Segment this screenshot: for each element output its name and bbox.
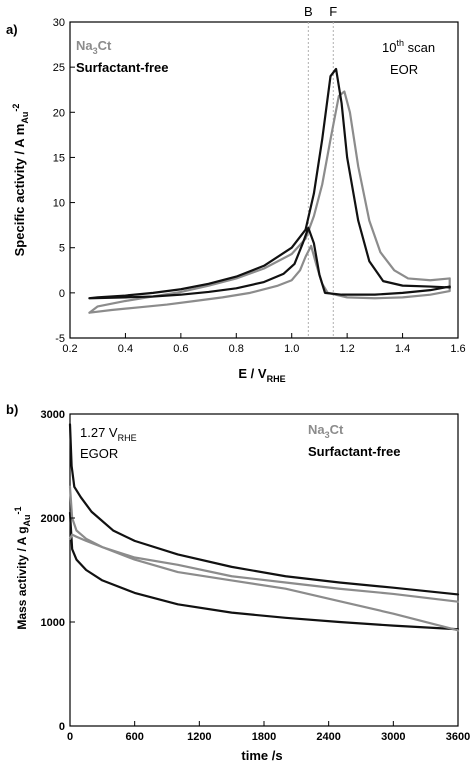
panel-a-legend-na3ct: Na3Ct xyxy=(76,38,112,56)
series-line-na3ct xyxy=(88,90,451,314)
x-tick-label: 1.4 xyxy=(395,343,410,355)
marker-f-label: F xyxy=(329,4,337,19)
panel-b-x-axis-label: time /s xyxy=(241,748,282,763)
panel-a-cv-plot: 0.2 0.4 0.6 0.8 1.0 1.2 1.4 1.6 -5 0 5 10 15 20 25 30 a… xyxy=(6,4,466,384)
x-tick-label: 0.2 xyxy=(62,343,77,355)
series-line-na3ct-upper xyxy=(68,485,460,603)
x-tick-label: 1800 xyxy=(252,731,276,743)
y-tick-label: 10 xyxy=(53,198,65,210)
y-tick-label: 2000 xyxy=(41,513,65,525)
panel-a-reaction-label: EOR xyxy=(390,62,418,77)
panel-b-chrono-plot: 0 600 1200 1800 2400 3000 3600 0 1000 2000 3000 b)… xyxy=(6,402,470,763)
y-tick-label: 5 xyxy=(59,243,65,255)
panel-b-ticks: 0 600 1200 1800 2400 3000 3600 0 1000 2000 3000 xyxy=(41,409,471,743)
panel-a-y-axis-label: Specific activity / A mAu-2 xyxy=(11,104,30,257)
y-tick-label: -5 xyxy=(55,333,65,345)
x-tick-label: 0 xyxy=(67,731,73,743)
marker-b-label: B xyxy=(304,4,313,19)
panel-a-ticks: 0.2 0.4 0.6 0.8 1.0 1.2 1.4 1.6 -5 0 5 10 15 20 25 30 xyxy=(53,17,466,355)
y-tick-label: 0 xyxy=(59,288,65,300)
x-tick-label: 1.6 xyxy=(450,343,465,355)
panel-b-legend-na3ct: Na3Ct xyxy=(308,422,344,440)
x-tick-label: 0.8 xyxy=(229,343,244,355)
series-line-surfactant-free-lower xyxy=(68,511,460,631)
panel-b-legend-surfactant-free: Surfactant-free xyxy=(308,444,400,459)
series-line-surfactant-free xyxy=(88,67,451,300)
y-tick-label: 3000 xyxy=(41,409,65,421)
y-tick-label: 1000 xyxy=(41,617,65,629)
y-tick-label: 30 xyxy=(53,17,65,29)
panel-b-reaction-label: EGOR xyxy=(80,446,118,461)
panel-a-legend-surfactant-free: Surfactant-free xyxy=(76,60,168,75)
x-tick-label: 0.6 xyxy=(173,343,188,355)
panel-b-frame xyxy=(69,413,459,727)
x-tick-label: 0.4 xyxy=(118,343,133,355)
panel-a-marker-lines xyxy=(307,22,334,338)
x-tick-label: 3000 xyxy=(381,731,405,743)
x-tick-label: 2400 xyxy=(316,731,340,743)
panel-b-label: b) xyxy=(6,402,18,417)
y-tick-label: 15 xyxy=(53,152,65,164)
series-line-na3ct-lower xyxy=(68,533,460,632)
x-tick-label: 1200 xyxy=(187,731,211,743)
y-tick-label: 0 xyxy=(59,721,65,733)
panel-b-potential-label: 1.27 VRHE xyxy=(80,425,137,443)
panel-a-frame xyxy=(69,21,459,339)
panel-a-series xyxy=(88,67,451,314)
y-tick-label: 20 xyxy=(53,107,65,119)
x-tick-label: 600 xyxy=(125,731,143,743)
panel-a-label: a) xyxy=(6,22,18,37)
panel-b-series xyxy=(68,423,460,632)
x-tick-label: 1.2 xyxy=(339,343,354,355)
x-tick-label: 1.0 xyxy=(284,343,299,355)
x-tick-label: 3600 xyxy=(446,731,470,743)
y-tick-label: 25 xyxy=(53,62,65,74)
panel-a-scan-label: 10th scan xyxy=(382,38,435,55)
panel-a-x-axis-label: E / VRHE xyxy=(238,366,285,384)
series-line-surfactant-free-upper xyxy=(68,423,460,596)
panel-b-y-axis-label: Mass activity / A gAu-1 xyxy=(13,506,32,629)
